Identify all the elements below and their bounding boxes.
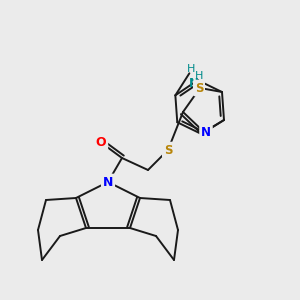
Text: N: N xyxy=(189,77,200,90)
Text: S: S xyxy=(164,143,172,157)
Text: N: N xyxy=(201,127,211,140)
Text: N: N xyxy=(103,176,113,188)
Text: S: S xyxy=(195,82,203,94)
Text: H: H xyxy=(187,64,196,74)
Text: O: O xyxy=(96,136,106,149)
Text: H: H xyxy=(195,71,203,81)
